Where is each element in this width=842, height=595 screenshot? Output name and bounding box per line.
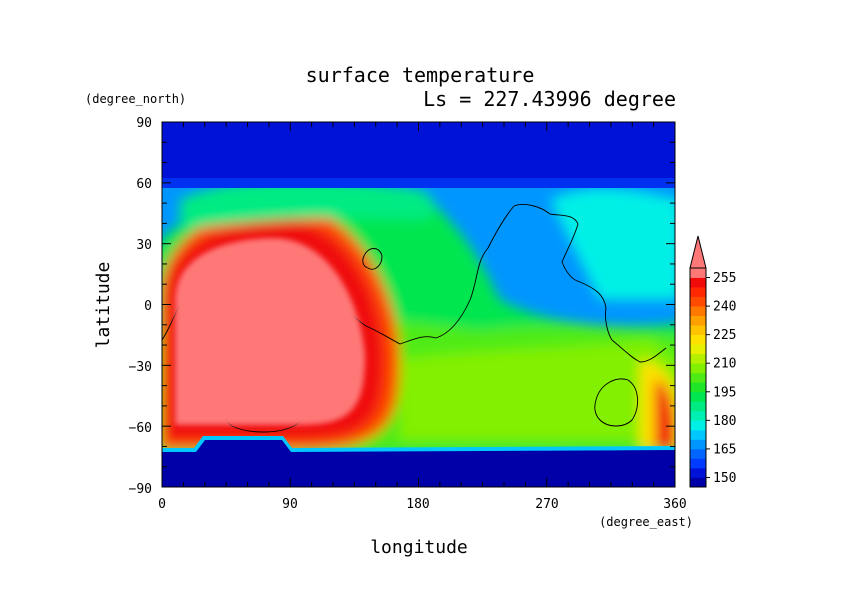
field-contour-region [550, 188, 675, 301]
colorbar-swatch [690, 439, 706, 450]
y-tick-label: 90 [136, 116, 152, 131]
colorbar-swatch [690, 315, 706, 326]
colorbar-swatch [690, 334, 706, 345]
colorbar-swatch [690, 401, 706, 412]
colorbar-swatch [690, 277, 706, 288]
south-polar-cap [162, 440, 675, 487]
colorbar-swatch [690, 458, 706, 469]
y-tick-label: −90 [129, 482, 152, 497]
x-axis-title: longitude [370, 537, 468, 558]
colorbar-swatch [690, 467, 706, 478]
colorbar-swatch [690, 306, 706, 317]
colorbar-swatch [690, 296, 706, 307]
colorbar-swatch [690, 344, 706, 355]
colorbar-swatch [690, 372, 706, 383]
colorbar-swatch [690, 410, 706, 421]
colorbar-swatch [690, 429, 706, 440]
x-tick-label: 180 [406, 497, 429, 512]
colorbar-tick-label: 225 [713, 328, 736, 343]
colorbar [689, 235, 707, 488]
x-tick-label: 0 [158, 497, 166, 512]
north-polar-band [162, 122, 675, 180]
colorbar-tick-label: 240 [713, 300, 736, 315]
colorbar-tick-label: 180 [713, 414, 736, 429]
colorbar-swatch [690, 477, 706, 488]
colorbar-swatch [690, 353, 706, 364]
colorbar-swatch [690, 268, 706, 278]
colorbar-tick-label: 165 [713, 442, 736, 457]
chart-title: surface temperature [306, 63, 535, 87]
field-contour-region [180, 179, 435, 230]
colorbar-swatch [690, 287, 706, 297]
x-tick-label: 360 [663, 497, 686, 512]
colorbar-swatch [690, 382, 706, 393]
y-axis-title: latitude [93, 262, 114, 349]
temperature-field [162, 122, 675, 487]
y-units-label: (degree_north) [85, 92, 186, 106]
colorbar-tick-label: 210 [713, 357, 736, 372]
colorbar-tick-label: 195 [713, 385, 736, 400]
colorbar-swatch [690, 391, 706, 402]
x-units-label: (degree_east) [599, 515, 693, 529]
hot-region [175, 238, 365, 425]
x-tick-label: 270 [535, 497, 558, 512]
colorbar-swatch [690, 420, 706, 431]
chart-subtitle: Ls = 227.43996 degree [423, 87, 676, 111]
contour-line [362, 248, 383, 270]
colorbar-labels: 255 240 225 210 195 180 165 150 [706, 271, 736, 486]
y-tick-label: −60 [129, 421, 152, 436]
contour-line [594, 378, 638, 427]
colorbar-swatch [690, 325, 706, 336]
north-polar-edge [162, 178, 675, 188]
y-tick-label: 0 [144, 299, 152, 314]
y-tick-label: 60 [136, 177, 152, 192]
colorbar-extend-arrow [689, 235, 707, 269]
y-tick-label: −30 [129, 360, 152, 375]
field-contour-region [655, 380, 675, 450]
colorbar-tick-label: 150 [713, 471, 736, 486]
colorbar-swatch [690, 448, 706, 459]
y-tick-label: 30 [136, 238, 152, 253]
x-tick-label: 90 [282, 497, 298, 512]
field-contour-region [400, 340, 675, 440]
colorbar-frame [689, 267, 707, 488]
axis-ticks [161, 121, 676, 488]
colorbar-swatch [690, 363, 706, 374]
colorbar-tick-label: 255 [713, 271, 736, 286]
